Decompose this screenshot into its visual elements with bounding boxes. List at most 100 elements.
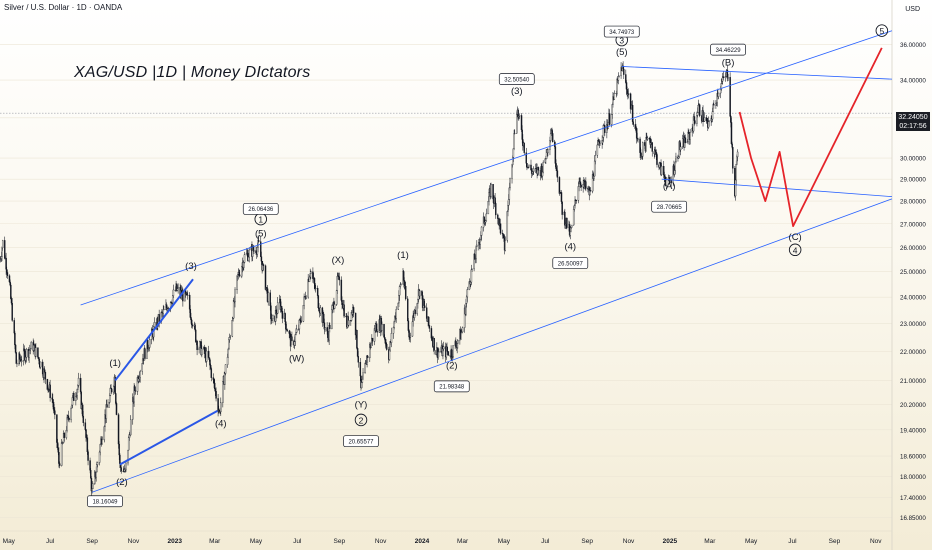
projection-path <box>738 47 883 228</box>
candle-body <box>109 387 112 396</box>
candle-body <box>6 272 9 276</box>
x-tick-label: Sep <box>334 538 346 545</box>
candle-body <box>333 304 336 309</box>
candle-body <box>484 220 487 223</box>
candle-body <box>433 337 435 351</box>
candle-body <box>65 430 68 438</box>
candle-body <box>214 388 217 392</box>
candle-body <box>712 104 714 112</box>
x-tick-label: Jul <box>293 538 302 545</box>
price-label-box <box>603 25 640 38</box>
candle-body <box>73 393 75 401</box>
candle-body <box>248 249 250 258</box>
symbol-header[interactable]: Silver / U.S. Dollar · 1D · OANDA <box>4 3 123 12</box>
wave-label: 5 <box>879 26 884 36</box>
candle-body <box>688 131 690 134</box>
candle-body <box>232 300 235 319</box>
candle-body <box>269 292 271 306</box>
candle-body <box>421 290 423 296</box>
candle-body <box>52 401 55 410</box>
candle-body <box>98 451 101 463</box>
y-tick-label: 27.00000 <box>900 221 926 228</box>
price-label: 32.50540 <box>504 77 530 83</box>
candle-body <box>577 186 580 201</box>
candle-body <box>35 347 37 357</box>
candle-body <box>125 462 127 471</box>
candle-body <box>247 256 250 261</box>
candle-body <box>381 324 383 331</box>
price-label-box <box>242 203 279 215</box>
candle-body <box>549 133 552 141</box>
candle-body <box>208 357 211 360</box>
candle-body <box>416 303 418 315</box>
candle-body <box>360 382 363 389</box>
candle-body <box>238 272 240 275</box>
candle-body <box>556 170 559 178</box>
candle-body <box>195 329 197 342</box>
candle-body <box>447 351 450 356</box>
wave-label: (B) <box>722 58 735 69</box>
candle-body <box>514 133 516 134</box>
candle-body <box>417 299 419 304</box>
candle-body <box>512 148 515 158</box>
candle-body <box>99 444 101 453</box>
price-label: 34.46229 <box>716 48 742 54</box>
candle-body <box>165 304 168 309</box>
candle-body <box>54 410 56 415</box>
candle-body <box>316 287 319 296</box>
candle-body <box>212 377 215 380</box>
candle-body <box>675 156 677 163</box>
candle-body <box>224 364 227 374</box>
candle-body <box>319 307 322 314</box>
candle-body <box>222 381 224 403</box>
candle-body <box>393 321 395 328</box>
candle-body <box>82 415 85 423</box>
candle-body <box>736 151 739 158</box>
candle-body <box>256 247 259 255</box>
candle-body <box>33 345 35 351</box>
candle-body <box>730 122 733 145</box>
candle-body <box>305 296 307 299</box>
candle-body <box>76 389 78 396</box>
candle-body <box>343 304 345 317</box>
candle-body <box>707 121 710 128</box>
candle-body <box>460 332 462 340</box>
candle-body <box>507 205 509 212</box>
candle-body <box>95 471 97 478</box>
candle-body <box>580 184 582 188</box>
y-tick-label: 18.00000 <box>900 474 926 481</box>
candle-body <box>506 211 509 241</box>
candle-body <box>383 324 385 338</box>
candle-body <box>5 257 7 270</box>
candle-body <box>495 203 497 216</box>
channel-line <box>621 66 893 80</box>
candle-body <box>158 314 160 323</box>
candle-body <box>607 122 609 129</box>
candle-body <box>585 181 587 189</box>
candle-body <box>494 197 496 204</box>
candle-body <box>141 363 143 372</box>
y-tick-label: 25.00000 <box>900 269 926 276</box>
candle-body <box>92 483 94 490</box>
candle-body <box>314 283 316 289</box>
candle-body <box>442 348 444 357</box>
currency-label[interactable]: USD <box>905 6 920 13</box>
candle-body <box>507 199 510 206</box>
candle-body <box>485 213 488 222</box>
candle-body <box>517 109 519 118</box>
candle-body <box>43 369 46 373</box>
wave-label: (A) <box>663 181 676 192</box>
candle-body <box>618 75 620 77</box>
candle-body <box>298 319 301 330</box>
candle-body <box>236 275 238 291</box>
candle-body <box>318 307 320 312</box>
candles <box>0 61 739 497</box>
candle-body <box>598 140 600 142</box>
candle-body <box>375 323 378 332</box>
price-label: 21.98348 <box>439 385 465 391</box>
candle-body <box>37 347 39 358</box>
candle-body <box>46 379 49 390</box>
candle-body <box>570 227 572 232</box>
candle-body <box>541 171 544 177</box>
